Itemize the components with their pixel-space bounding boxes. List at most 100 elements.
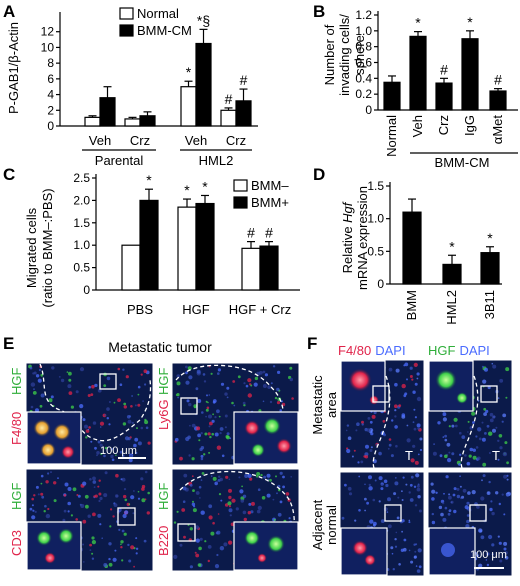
cell-speck xyxy=(96,451,100,455)
significance-mark: *§ xyxy=(197,12,210,28)
micrograph-f480-hgf: F4/80 HGF 100 μm xyxy=(9,362,154,466)
cell-speck xyxy=(253,382,258,387)
chart-d-x-labels: BMM HML2 3B11 xyxy=(404,290,497,325)
bar xyxy=(121,244,141,291)
cell-speck xyxy=(38,368,42,372)
cell-speck xyxy=(465,524,470,529)
cell-speck xyxy=(197,563,202,567)
cell-speck xyxy=(216,480,218,483)
cell-speck xyxy=(99,426,102,428)
cell-speck xyxy=(481,479,483,482)
cell-speck xyxy=(92,512,96,517)
y-tick-label: 1.5 xyxy=(73,216,90,230)
cell-speck xyxy=(448,509,452,512)
cell-speck xyxy=(195,387,199,391)
cell-speck xyxy=(93,486,96,488)
cell-speck xyxy=(87,394,91,397)
bar xyxy=(235,100,252,127)
cell-speck xyxy=(82,519,87,524)
x-tick-label: IgG xyxy=(462,115,477,136)
cell-speck xyxy=(472,421,475,424)
cell-speck xyxy=(243,517,247,522)
cell-speck xyxy=(188,375,193,380)
tumor-boundary xyxy=(372,375,391,469)
cell-speck xyxy=(358,509,361,512)
cell-speck xyxy=(444,434,447,438)
zoom-box xyxy=(384,504,402,522)
cell-speck xyxy=(79,367,85,372)
cell-speck xyxy=(176,381,181,386)
cell-speck xyxy=(491,362,494,365)
cell-speck xyxy=(114,549,117,552)
cell-speck xyxy=(194,406,197,409)
significance-mark: * xyxy=(415,15,421,31)
cell-speck xyxy=(250,510,254,514)
cell-speck xyxy=(142,400,145,402)
cell-speck xyxy=(200,510,205,515)
x-tick-label: Veh xyxy=(89,133,111,148)
cell-speck xyxy=(109,525,112,528)
cell-speck xyxy=(499,378,504,383)
legend-bmm-plus-swatch xyxy=(233,196,248,209)
cell-speck xyxy=(471,490,476,495)
cell-speck xyxy=(212,400,216,404)
cell-speck xyxy=(263,475,267,479)
cell-speck xyxy=(486,563,490,567)
cell-speck xyxy=(144,498,147,501)
cell-speck xyxy=(130,545,135,550)
legend-normal-label: Normal xyxy=(137,6,179,21)
cell-speck xyxy=(185,380,190,385)
cell-speck xyxy=(276,387,280,392)
cell-speck xyxy=(267,385,272,389)
cell-speck xyxy=(467,431,469,433)
cell-speck xyxy=(414,382,418,386)
cell-speck xyxy=(247,473,252,478)
cell-speck xyxy=(197,433,202,438)
cell-speck xyxy=(90,440,93,443)
chart-c-ylabel-line-2: (ratio to BMM–:PBS) xyxy=(40,188,55,307)
chart-b-ylabel-line-3: sphere xyxy=(352,35,367,75)
cell-speck xyxy=(431,520,436,525)
cell-speck xyxy=(35,374,40,378)
cell-speck xyxy=(355,429,358,432)
cell-speck xyxy=(411,378,414,381)
cell-speck xyxy=(416,377,419,380)
cell-speck xyxy=(53,481,57,485)
cell-speck xyxy=(412,444,416,448)
chart-b-bars: * # * # xyxy=(378,14,518,111)
cell-speck xyxy=(188,454,191,457)
cell-speck xyxy=(459,431,462,435)
cell-speck xyxy=(485,559,488,561)
cell-speck xyxy=(77,494,81,498)
cell-speck xyxy=(447,512,451,516)
cell-speck xyxy=(410,458,415,463)
cell-speck xyxy=(489,412,494,417)
cell-speck xyxy=(456,487,460,491)
cell-speck xyxy=(419,448,423,452)
cell-speck xyxy=(243,404,246,407)
cell-speck xyxy=(201,472,205,475)
cell-speck xyxy=(394,481,399,486)
cell-speck xyxy=(219,546,225,551)
cell-speck xyxy=(208,451,211,454)
y-tick-label: 1.0 xyxy=(367,212,384,226)
cell-speck xyxy=(62,518,66,522)
cell-speck xyxy=(194,551,197,554)
cell-speck xyxy=(94,383,98,388)
cell-speck xyxy=(137,385,141,389)
significance-mark: # xyxy=(240,72,248,88)
bar xyxy=(177,206,197,291)
cell-speck xyxy=(414,416,417,419)
cell-speck xyxy=(72,487,77,492)
cell-speck xyxy=(143,369,148,374)
cell-speck xyxy=(228,505,232,508)
cell-speck xyxy=(262,384,267,388)
cell-speck xyxy=(106,376,111,381)
chart-c-x-labels: PBS HGF HGF + Crz xyxy=(127,302,291,317)
cell-speck xyxy=(97,440,101,444)
cell-speck xyxy=(380,487,384,491)
cell-speck xyxy=(231,401,234,405)
chart-a-ylabel: P-GAB1/β-Actin xyxy=(6,22,21,114)
cell-speck xyxy=(134,437,139,442)
cell-speck xyxy=(505,396,508,399)
